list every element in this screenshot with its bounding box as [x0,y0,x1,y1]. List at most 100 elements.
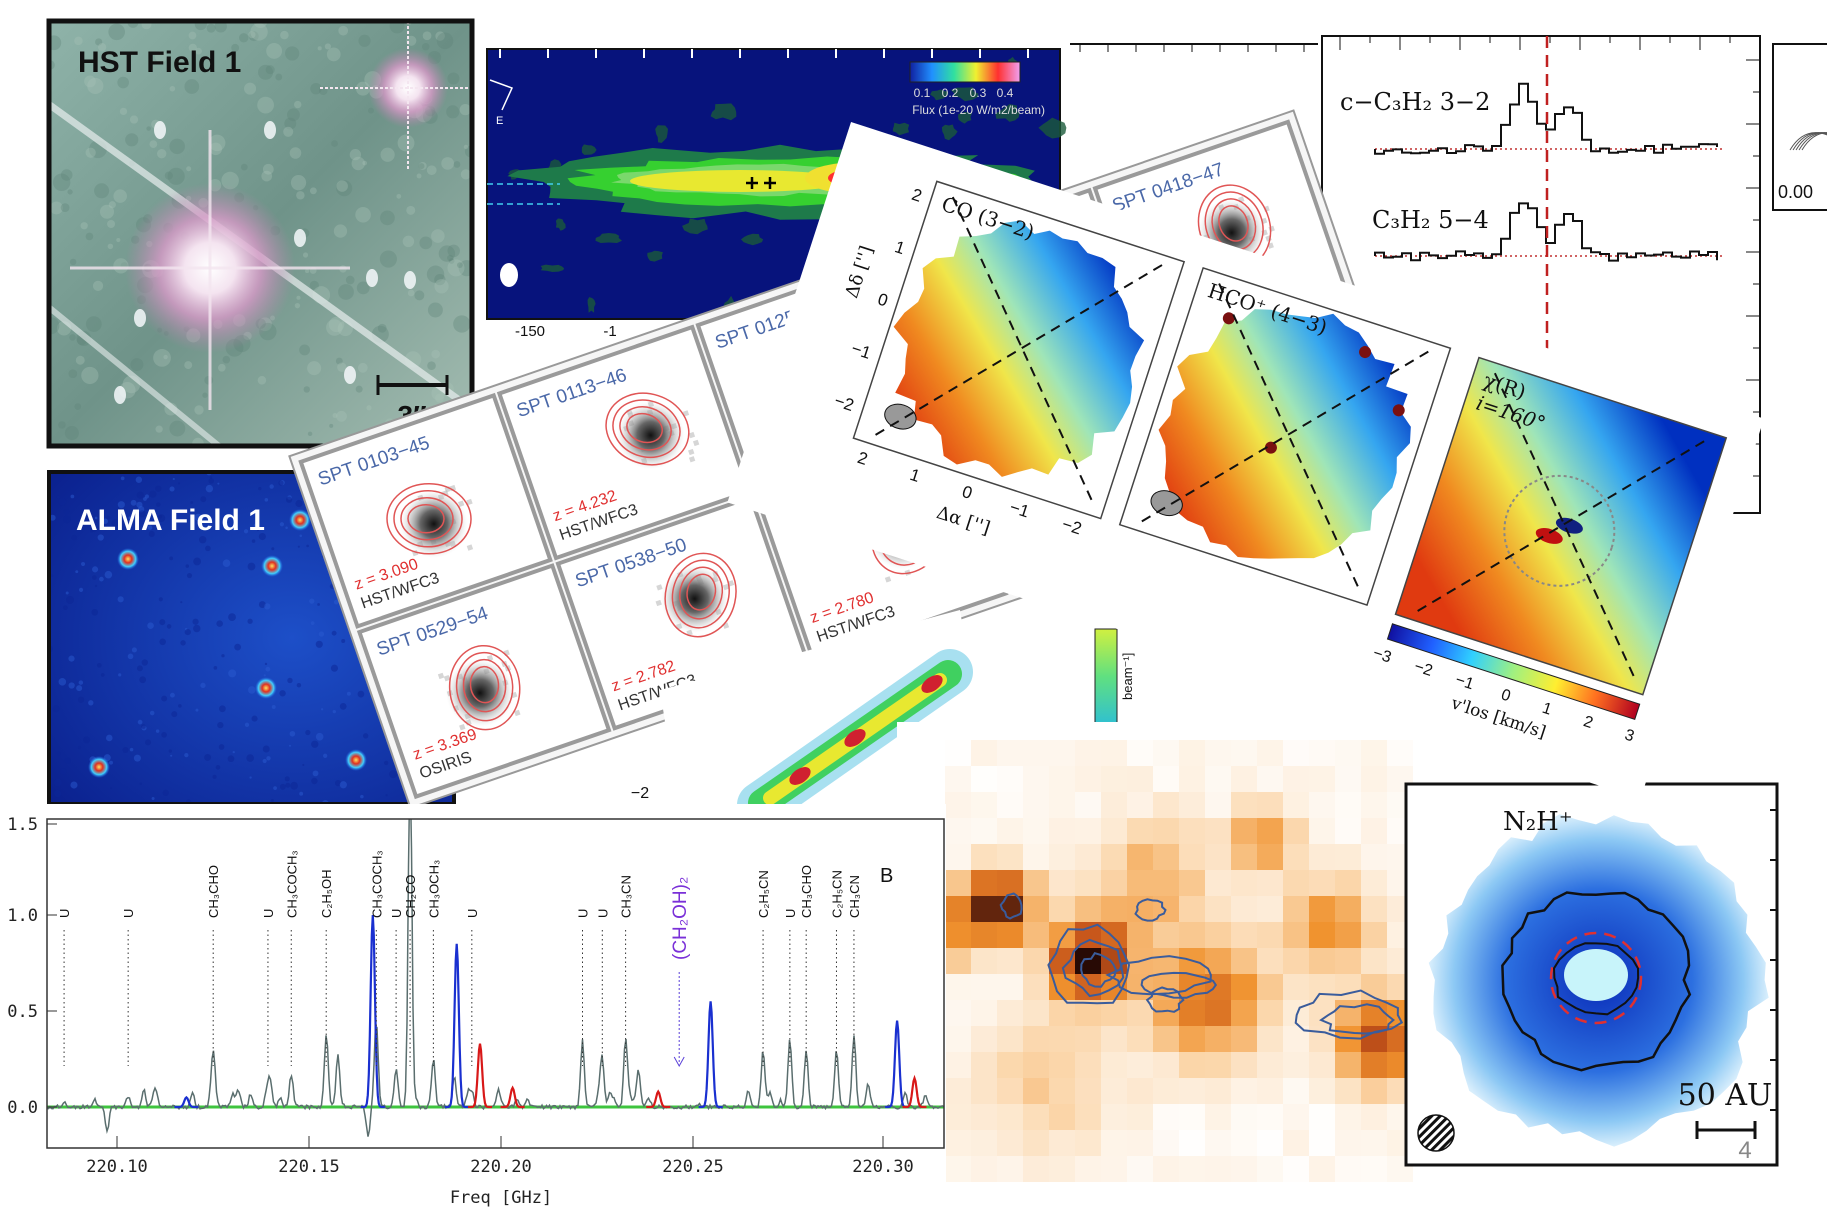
noise [334,224,347,237]
noise [169,421,185,437]
noise [307,361,321,375]
pixel [1127,1104,1153,1130]
pixel [1179,818,1205,844]
noise [70,259,76,265]
noise [336,411,347,422]
noise [199,536,206,543]
noise [340,703,347,710]
noise [233,751,235,753]
noise [310,187,317,194]
pixel [971,1130,997,1156]
line-label: C₃H₂ 5−4 [1372,206,1489,234]
pixel [1179,1156,1205,1182]
noise [428,303,443,318]
line-label: N₂H⁺ [1503,807,1573,837]
noise [132,647,137,652]
noise [163,355,167,359]
noise [228,669,236,677]
pixel [1179,1026,1205,1052]
noise [200,496,206,502]
noise [66,596,74,604]
source [134,309,146,327]
pixel [1075,766,1101,792]
noise [66,591,69,594]
noise [326,319,343,336]
species-label: U [465,909,480,918]
pixel [1101,922,1127,948]
pixel [1179,1000,1205,1026]
pixel [1049,1000,1075,1026]
pixel [1127,1052,1153,1078]
noise [258,376,267,385]
pixel [1361,948,1387,974]
species-label: U [57,909,72,918]
noise [347,692,351,696]
noise [65,426,79,440]
noise [116,238,120,242]
pixel [1127,974,1153,1000]
pixel [1075,740,1101,766]
pixel [997,948,1023,974]
pixel [1335,896,1361,922]
pixel [1179,766,1205,792]
noise [80,222,87,229]
noise [130,358,143,371]
pixel [945,1052,971,1078]
pixel [971,974,997,1000]
y-tick-label: 0.0 [7,1098,38,1118]
noise [461,169,471,179]
noise [59,498,67,506]
pixel [1335,974,1361,1000]
noise [419,236,432,249]
noise [228,613,236,621]
pixel [1335,740,1361,766]
noise [142,659,148,665]
pixel [1049,896,1075,922]
pixel [971,1000,997,1026]
noise [295,500,302,507]
noise [423,31,432,40]
pixel [1309,1104,1335,1130]
noise [168,168,185,185]
noise [437,33,454,50]
noise [68,656,74,662]
noise [296,191,304,199]
pixel [1257,870,1283,896]
noise [170,755,172,757]
pixel [1179,740,1205,766]
noise [130,748,134,752]
noise [319,631,324,636]
noise [403,236,415,248]
noise [87,78,103,94]
pixel [1127,1026,1153,1052]
noise [299,534,302,537]
noise [163,790,169,796]
pixel [1257,896,1283,922]
pixel [945,1104,971,1130]
noise [200,683,205,688]
pixel [971,740,997,766]
pixel [1101,1104,1127,1130]
noise [184,753,188,757]
noise [137,665,143,671]
pixel [1153,1052,1179,1078]
pixel [1023,896,1049,922]
pixel [1023,948,1049,974]
pixel [1205,1104,1231,1130]
noise [217,722,223,728]
noise [419,163,425,169]
pixel [1231,948,1257,974]
noise [88,700,93,705]
noise [308,432,312,436]
noise [280,784,286,790]
colorbar-tick: 0.1 [914,86,931,100]
pixel [1127,844,1153,870]
pixel [997,1026,1023,1052]
pixel [1101,740,1127,766]
noise [431,229,445,243]
noise [161,732,167,738]
noise [431,350,440,359]
pixel [1283,922,1309,948]
colorbar-label: beam⁻¹] [1120,653,1135,700]
noise [121,476,125,480]
